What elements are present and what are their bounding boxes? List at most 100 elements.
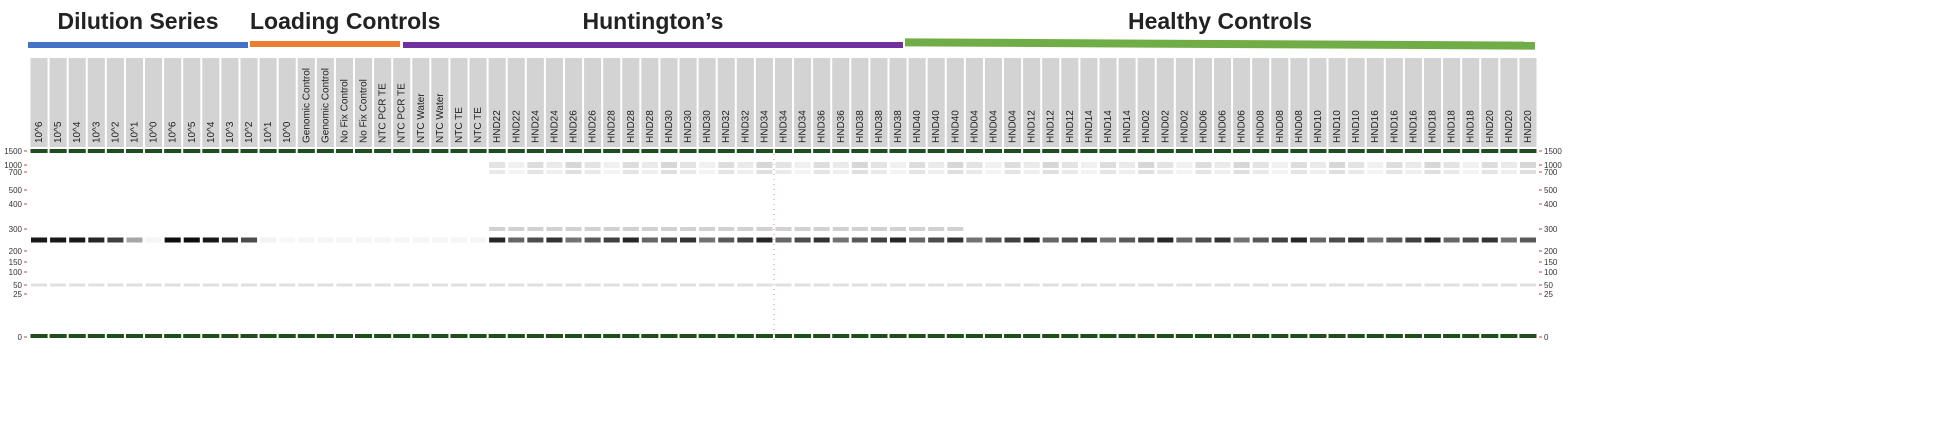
upper-marker-band [984,149,1003,153]
lane-header [1118,58,1136,147]
high-mw-band [1367,162,1384,168]
lane-header [1271,58,1289,147]
ladder-label: 400 [9,200,23,209]
lane-header [965,58,983,147]
lane-header [450,58,468,147]
product-band [1138,237,1155,243]
lower-marker-band [1481,334,1499,338]
lower-marker-band [488,334,506,338]
ladder-label: 0 [1544,333,1549,342]
lower-marker-band [30,334,48,338]
product-band [985,237,1002,243]
lane-header [755,58,773,147]
product-band [336,237,353,243]
high-mw-band [1348,162,1365,168]
lane-label: HND34 [779,110,790,143]
product-band [1424,237,1441,243]
expanded-allele-band [756,227,773,231]
primer-band [1329,283,1346,287]
product-band [641,237,658,243]
ladder-label: 700 [9,168,23,177]
product-band [1176,237,1193,243]
expanded-allele-band [737,227,754,231]
ladder-label: 1500 [1544,147,1562,156]
expanded-allele-band [718,227,735,231]
primer-band [1080,283,1097,287]
product-band [889,237,907,243]
product-band [1309,237,1327,243]
primer-band [31,283,48,287]
upper-marker-band [794,149,812,153]
lane-label: HND20 [1504,110,1515,143]
lane-label: HND12 [1046,110,1057,143]
primer-band [374,283,391,287]
product-band [240,237,258,243]
high-mw-band [1138,170,1155,174]
lower-marker-band [1137,334,1155,338]
product-band [1099,237,1117,243]
upper-marker-band [526,149,544,153]
primer-band [279,283,296,287]
high-mw-band [870,170,887,174]
high-mw-band [1176,170,1193,174]
lane-label: 10^2 [244,121,255,143]
upper-marker-band [450,149,468,153]
expanded-allele-band [603,227,620,231]
high-mw-band [775,170,792,174]
high-mw-band [489,170,506,174]
lower-marker-band [355,334,373,338]
high-mw-band [832,162,849,168]
primer-band [355,283,372,287]
lower-marker-band [622,334,640,338]
upper-marker-band [851,149,869,153]
high-mw-band [947,170,964,174]
upper-marker-band [1519,149,1537,153]
lane-label: HND26 [588,110,599,143]
lower-marker-band [469,334,487,338]
high-mw-band [947,162,964,168]
product-band [1214,237,1231,243]
lower-marker-band [1290,334,1308,338]
upper-marker-band [1213,149,1232,153]
high-mw-band [870,162,887,168]
lane-label: HND38 [874,110,885,143]
high-mw-band [928,170,945,174]
lane-header [68,58,86,147]
lower-marker-band [1023,334,1041,338]
high-mw-band [641,162,658,168]
high-mw-band [1290,162,1307,168]
lower-marker-band [698,334,716,338]
primer-band [660,283,678,287]
high-mw-band [813,162,830,168]
primer-band [775,283,792,287]
high-mw-band [909,170,926,174]
product-band [870,237,887,243]
ladder-label: 1000 [4,161,22,170]
lane-header [1519,58,1537,147]
lane-label: HND06 [1237,110,1248,143]
lane-label: HND30 [664,110,675,143]
high-mw-band [680,170,697,174]
upper-marker-band [1156,149,1174,153]
lower-marker-band [1118,334,1136,338]
lane-header [832,58,850,147]
high-mw-band [1023,170,1040,174]
primer-band [756,283,773,287]
upper-marker-band [946,149,964,153]
upper-marker-band [927,149,945,153]
high-mw-band [966,170,983,174]
lane-header [393,58,411,147]
high-mw-band [1042,162,1059,168]
primer-band [546,283,563,287]
lane-label: HND38 [893,110,904,143]
upper-marker-band [259,149,277,153]
high-mw-band [1443,170,1460,174]
primer-band [69,283,86,287]
expanded-allele-band [680,227,697,231]
primer-band [699,283,716,287]
primer-band [947,283,964,287]
upper-marker-band [545,149,563,153]
lower-marker-band [946,334,964,338]
high-mw-band [1519,170,1536,174]
lane-header [87,58,105,147]
